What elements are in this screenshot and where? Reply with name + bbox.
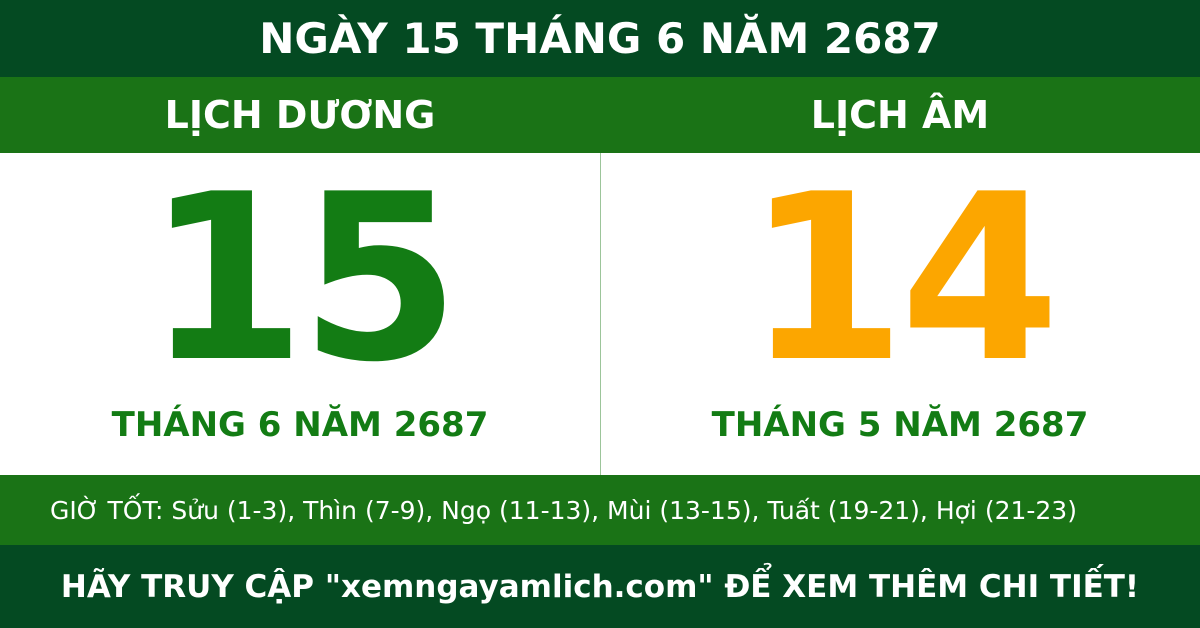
lunar-month-year: THÁNG 5 NĂM 2687: [711, 405, 1089, 445]
lunar-heading: LỊCH ÂM: [810, 93, 990, 137]
solar-month-year: THÁNG 6 NĂM 2687: [111, 405, 489, 445]
solar-heading: LỊCH DƯƠNG: [164, 93, 436, 137]
lunar-day: 14: [745, 146, 1060, 413]
solar-day: 15: [145, 146, 460, 413]
header-title: NGÀY 15 THÁNG 6 NĂM 2687: [0, 0, 1200, 77]
footer-cta: HÃY TRUY CẬP "xemngayamlich.com" ĐỂ XEM …: [0, 545, 1200, 628]
lunar-panel: 14 THÁNG 5 NĂM 2687: [600, 153, 1200, 475]
column-headers: LỊCH DƯƠNG LỊCH ÂM: [0, 77, 1200, 153]
good-hours: GIỜ TỐT: Sửu (1-3), Thìn (7-9), Ngọ (11-…: [0, 475, 1200, 545]
solar-panel: 15 THÁNG 6 NĂM 2687: [0, 153, 601, 475]
